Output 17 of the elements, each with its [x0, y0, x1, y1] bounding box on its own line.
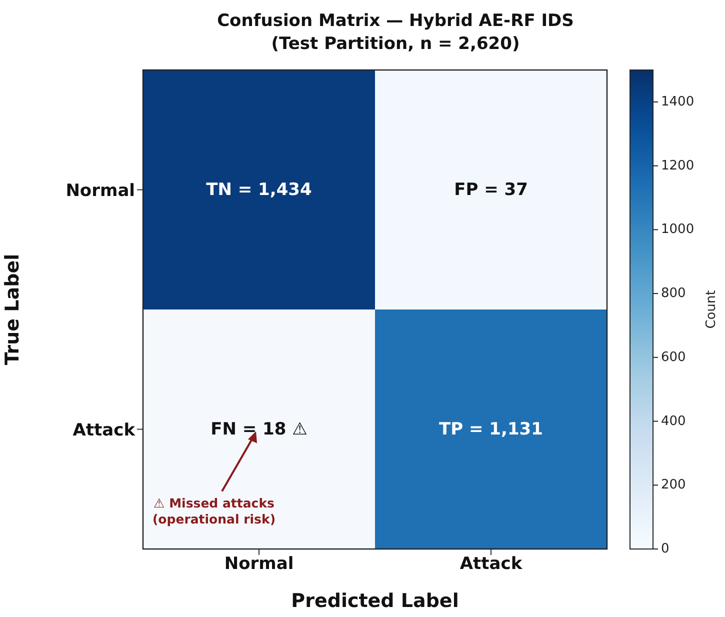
data-label: TP = 1,131: [439, 419, 543, 440]
color-bar-label: 400: [661, 414, 686, 429]
color-bar-label: 1000: [661, 222, 694, 238]
color-bar-label: 600: [661, 350, 686, 365]
color-bar-label: 0: [661, 542, 670, 556]
x-axis-title: Predicted Label: [291, 590, 459, 612]
color-bar-label: 1400: [661, 94, 694, 110]
annotation: ⚠ Missed attacks (operational risk): [152, 495, 276, 526]
data-label: TN = 1,434: [206, 180, 312, 200]
color-bar-label: 200: [661, 478, 686, 493]
color-bar-label: 1200: [661, 158, 694, 174]
color-bar-label: 800: [661, 286, 686, 302]
data-label: FP = 37: [454, 180, 528, 200]
chart-title: Confusion Matrix — Hybrid AE-RF IDS (Test Partition, n = 2,620): [216, 10, 575, 56]
color-bar-title: Count: [704, 290, 719, 329]
y-axis-title: True Label: [2, 254, 24, 366]
data-label: FN = 18 ⚠: [210, 419, 308, 440]
